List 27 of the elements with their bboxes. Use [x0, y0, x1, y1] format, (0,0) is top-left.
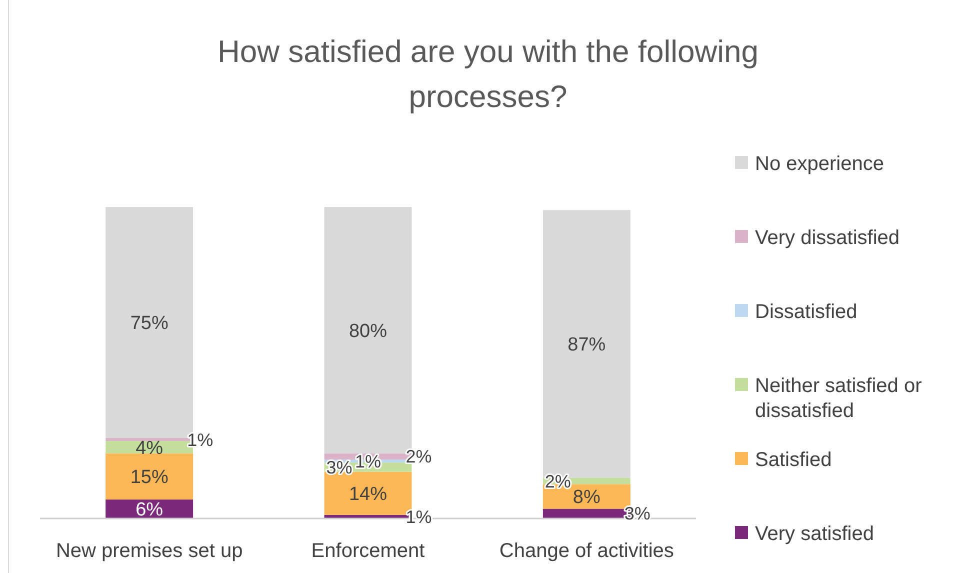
- data-label: 1%: [187, 430, 214, 450]
- data-label: 8%: [572, 487, 600, 508]
- legend-label: Satisfied: [755, 449, 832, 471]
- legend-label: Dissatisfied: [755, 301, 858, 323]
- data-label: 15%: [130, 467, 168, 488]
- data-label: 3%: [326, 457, 352, 478]
- data-label: 2%: [544, 471, 571, 492]
- legend-label: Very dissatisfied: [755, 227, 900, 249]
- data-label: 87%: [568, 334, 606, 356]
- data-label: 14%: [348, 484, 388, 506]
- legend-label: Neither satisfied or dissatisfied: [755, 375, 922, 422]
- data-label: 80%: [348, 320, 388, 342]
- data-label: 75%: [130, 313, 168, 334]
- chart-title: How satisfied are you with the following processes?: [217, 34, 759, 114]
- data-label: 1%: [406, 506, 432, 527]
- bar: [106, 500, 194, 518]
- bar: [106, 453, 194, 500]
- data-label: 6%: [136, 499, 164, 520]
- data-label: 2%: [406, 446, 432, 467]
- legend-label: Very satisfied: [755, 523, 874, 545]
- data-label: 4%: [136, 438, 164, 459]
- x-tick-label: New premises set up: [56, 540, 243, 562]
- x-tick-label: Enforcement: [311, 540, 426, 562]
- data-label: 3%: [624, 504, 650, 524]
- legend-label: No experience: [755, 153, 884, 175]
- data-label: 1%: [354, 451, 382, 472]
- x-tick-label: Change of activities: [499, 540, 674, 562]
